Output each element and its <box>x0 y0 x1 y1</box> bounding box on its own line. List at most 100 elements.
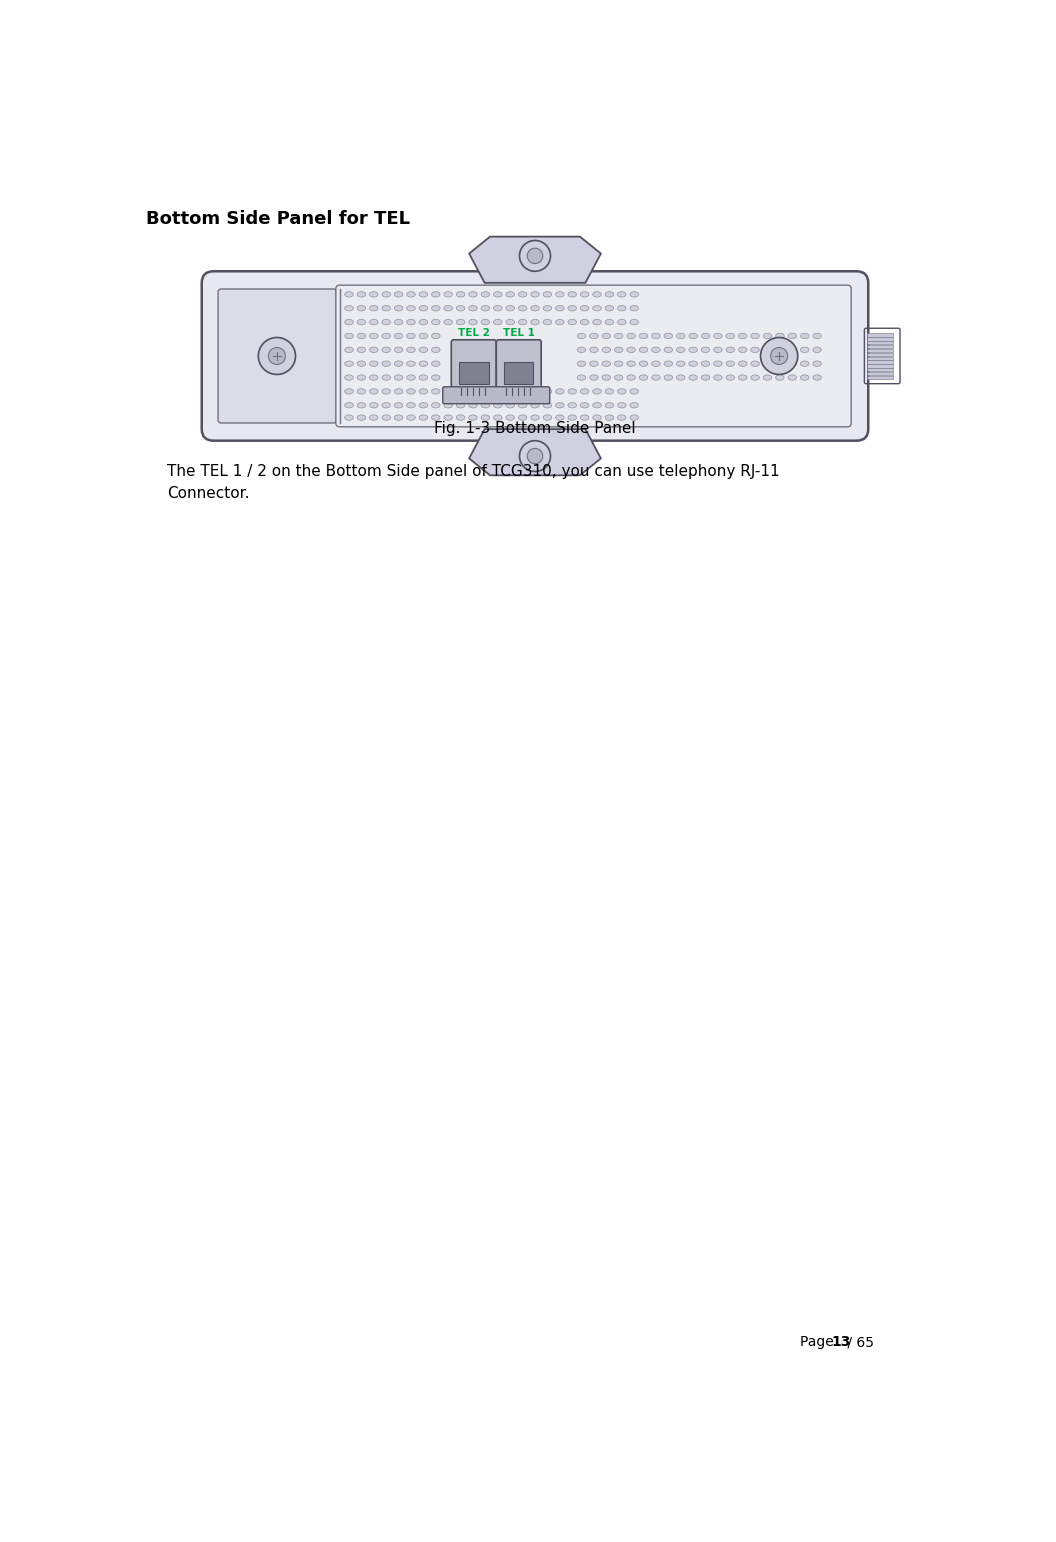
Ellipse shape <box>800 361 809 367</box>
Ellipse shape <box>469 305 477 311</box>
Ellipse shape <box>357 389 365 395</box>
Ellipse shape <box>689 375 697 381</box>
FancyBboxPatch shape <box>218 288 337 423</box>
Ellipse shape <box>370 361 378 367</box>
Ellipse shape <box>419 361 428 367</box>
Ellipse shape <box>432 347 440 353</box>
Ellipse shape <box>370 402 378 409</box>
Ellipse shape <box>701 375 710 381</box>
Ellipse shape <box>419 333 428 339</box>
Ellipse shape <box>714 333 722 339</box>
Ellipse shape <box>581 415 589 421</box>
Ellipse shape <box>357 333 365 339</box>
Ellipse shape <box>592 305 601 311</box>
FancyBboxPatch shape <box>336 285 851 427</box>
Ellipse shape <box>469 291 477 298</box>
Ellipse shape <box>493 402 502 409</box>
Ellipse shape <box>344 375 354 381</box>
Ellipse shape <box>344 333 354 339</box>
Ellipse shape <box>605 389 614 395</box>
Ellipse shape <box>394 333 402 339</box>
Ellipse shape <box>482 305 490 311</box>
Ellipse shape <box>602 361 610 367</box>
Ellipse shape <box>344 361 354 367</box>
Ellipse shape <box>456 319 465 325</box>
Ellipse shape <box>714 361 722 367</box>
Ellipse shape <box>555 389 564 395</box>
Text: The TEL 1 / 2 on the Bottom Side panel of TCG310, you can use telephony RJ-11
Co: The TEL 1 / 2 on the Bottom Side panel o… <box>167 464 779 501</box>
Ellipse shape <box>506 402 514 409</box>
Ellipse shape <box>419 415 428 421</box>
Ellipse shape <box>568 402 577 409</box>
Ellipse shape <box>602 333 610 339</box>
Ellipse shape <box>615 375 623 381</box>
Ellipse shape <box>800 347 809 353</box>
Ellipse shape <box>589 333 598 339</box>
Ellipse shape <box>800 333 809 339</box>
Ellipse shape <box>382 375 391 381</box>
FancyBboxPatch shape <box>442 387 550 404</box>
Text: 13: 13 <box>831 1335 850 1349</box>
Ellipse shape <box>382 361 391 367</box>
Ellipse shape <box>344 291 354 298</box>
Ellipse shape <box>581 291 589 298</box>
Ellipse shape <box>444 319 452 325</box>
Ellipse shape <box>618 389 626 395</box>
Ellipse shape <box>701 361 710 367</box>
Ellipse shape <box>602 375 610 381</box>
Ellipse shape <box>407 389 415 395</box>
Ellipse shape <box>407 415 415 421</box>
Ellipse shape <box>738 333 747 339</box>
Ellipse shape <box>652 375 660 381</box>
Ellipse shape <box>344 319 354 325</box>
Bar <box>867 333 892 336</box>
Ellipse shape <box>419 402 428 409</box>
Ellipse shape <box>776 347 785 353</box>
Ellipse shape <box>602 347 610 353</box>
Ellipse shape <box>407 347 415 353</box>
Ellipse shape <box>370 375 378 381</box>
Circle shape <box>527 449 543 464</box>
Ellipse shape <box>664 361 673 367</box>
Text: Fig. 1-3 Bottom Side Panel: Fig. 1-3 Bottom Side Panel <box>434 421 636 436</box>
Ellipse shape <box>701 333 710 339</box>
Ellipse shape <box>506 319 514 325</box>
Ellipse shape <box>344 347 354 353</box>
Ellipse shape <box>419 347 428 353</box>
Ellipse shape <box>714 347 722 353</box>
Ellipse shape <box>407 291 415 298</box>
Ellipse shape <box>456 291 465 298</box>
Ellipse shape <box>813 375 822 381</box>
Ellipse shape <box>738 361 747 367</box>
Ellipse shape <box>506 415 514 421</box>
Ellipse shape <box>419 319 428 325</box>
Ellipse shape <box>493 415 502 421</box>
Ellipse shape <box>788 375 796 381</box>
Ellipse shape <box>432 333 440 339</box>
Ellipse shape <box>456 305 465 311</box>
Ellipse shape <box>581 319 589 325</box>
Ellipse shape <box>630 291 639 298</box>
Ellipse shape <box>727 361 735 367</box>
Ellipse shape <box>652 333 660 339</box>
Circle shape <box>771 347 788 364</box>
Ellipse shape <box>432 305 440 311</box>
Ellipse shape <box>444 305 452 311</box>
Text: TEL 1: TEL 1 <box>503 327 534 338</box>
Ellipse shape <box>382 305 391 311</box>
Ellipse shape <box>444 402 452 409</box>
Ellipse shape <box>639 333 647 339</box>
Ellipse shape <box>531 415 540 421</box>
Ellipse shape <box>482 415 490 421</box>
Ellipse shape <box>618 402 626 409</box>
Ellipse shape <box>357 305 365 311</box>
Text: / 65: / 65 <box>844 1335 874 1349</box>
Ellipse shape <box>456 389 465 395</box>
Ellipse shape <box>469 402 477 409</box>
Ellipse shape <box>751 375 759 381</box>
Ellipse shape <box>615 333 623 339</box>
Ellipse shape <box>419 375 428 381</box>
Ellipse shape <box>568 305 577 311</box>
Ellipse shape <box>407 333 415 339</box>
Ellipse shape <box>357 319 365 325</box>
